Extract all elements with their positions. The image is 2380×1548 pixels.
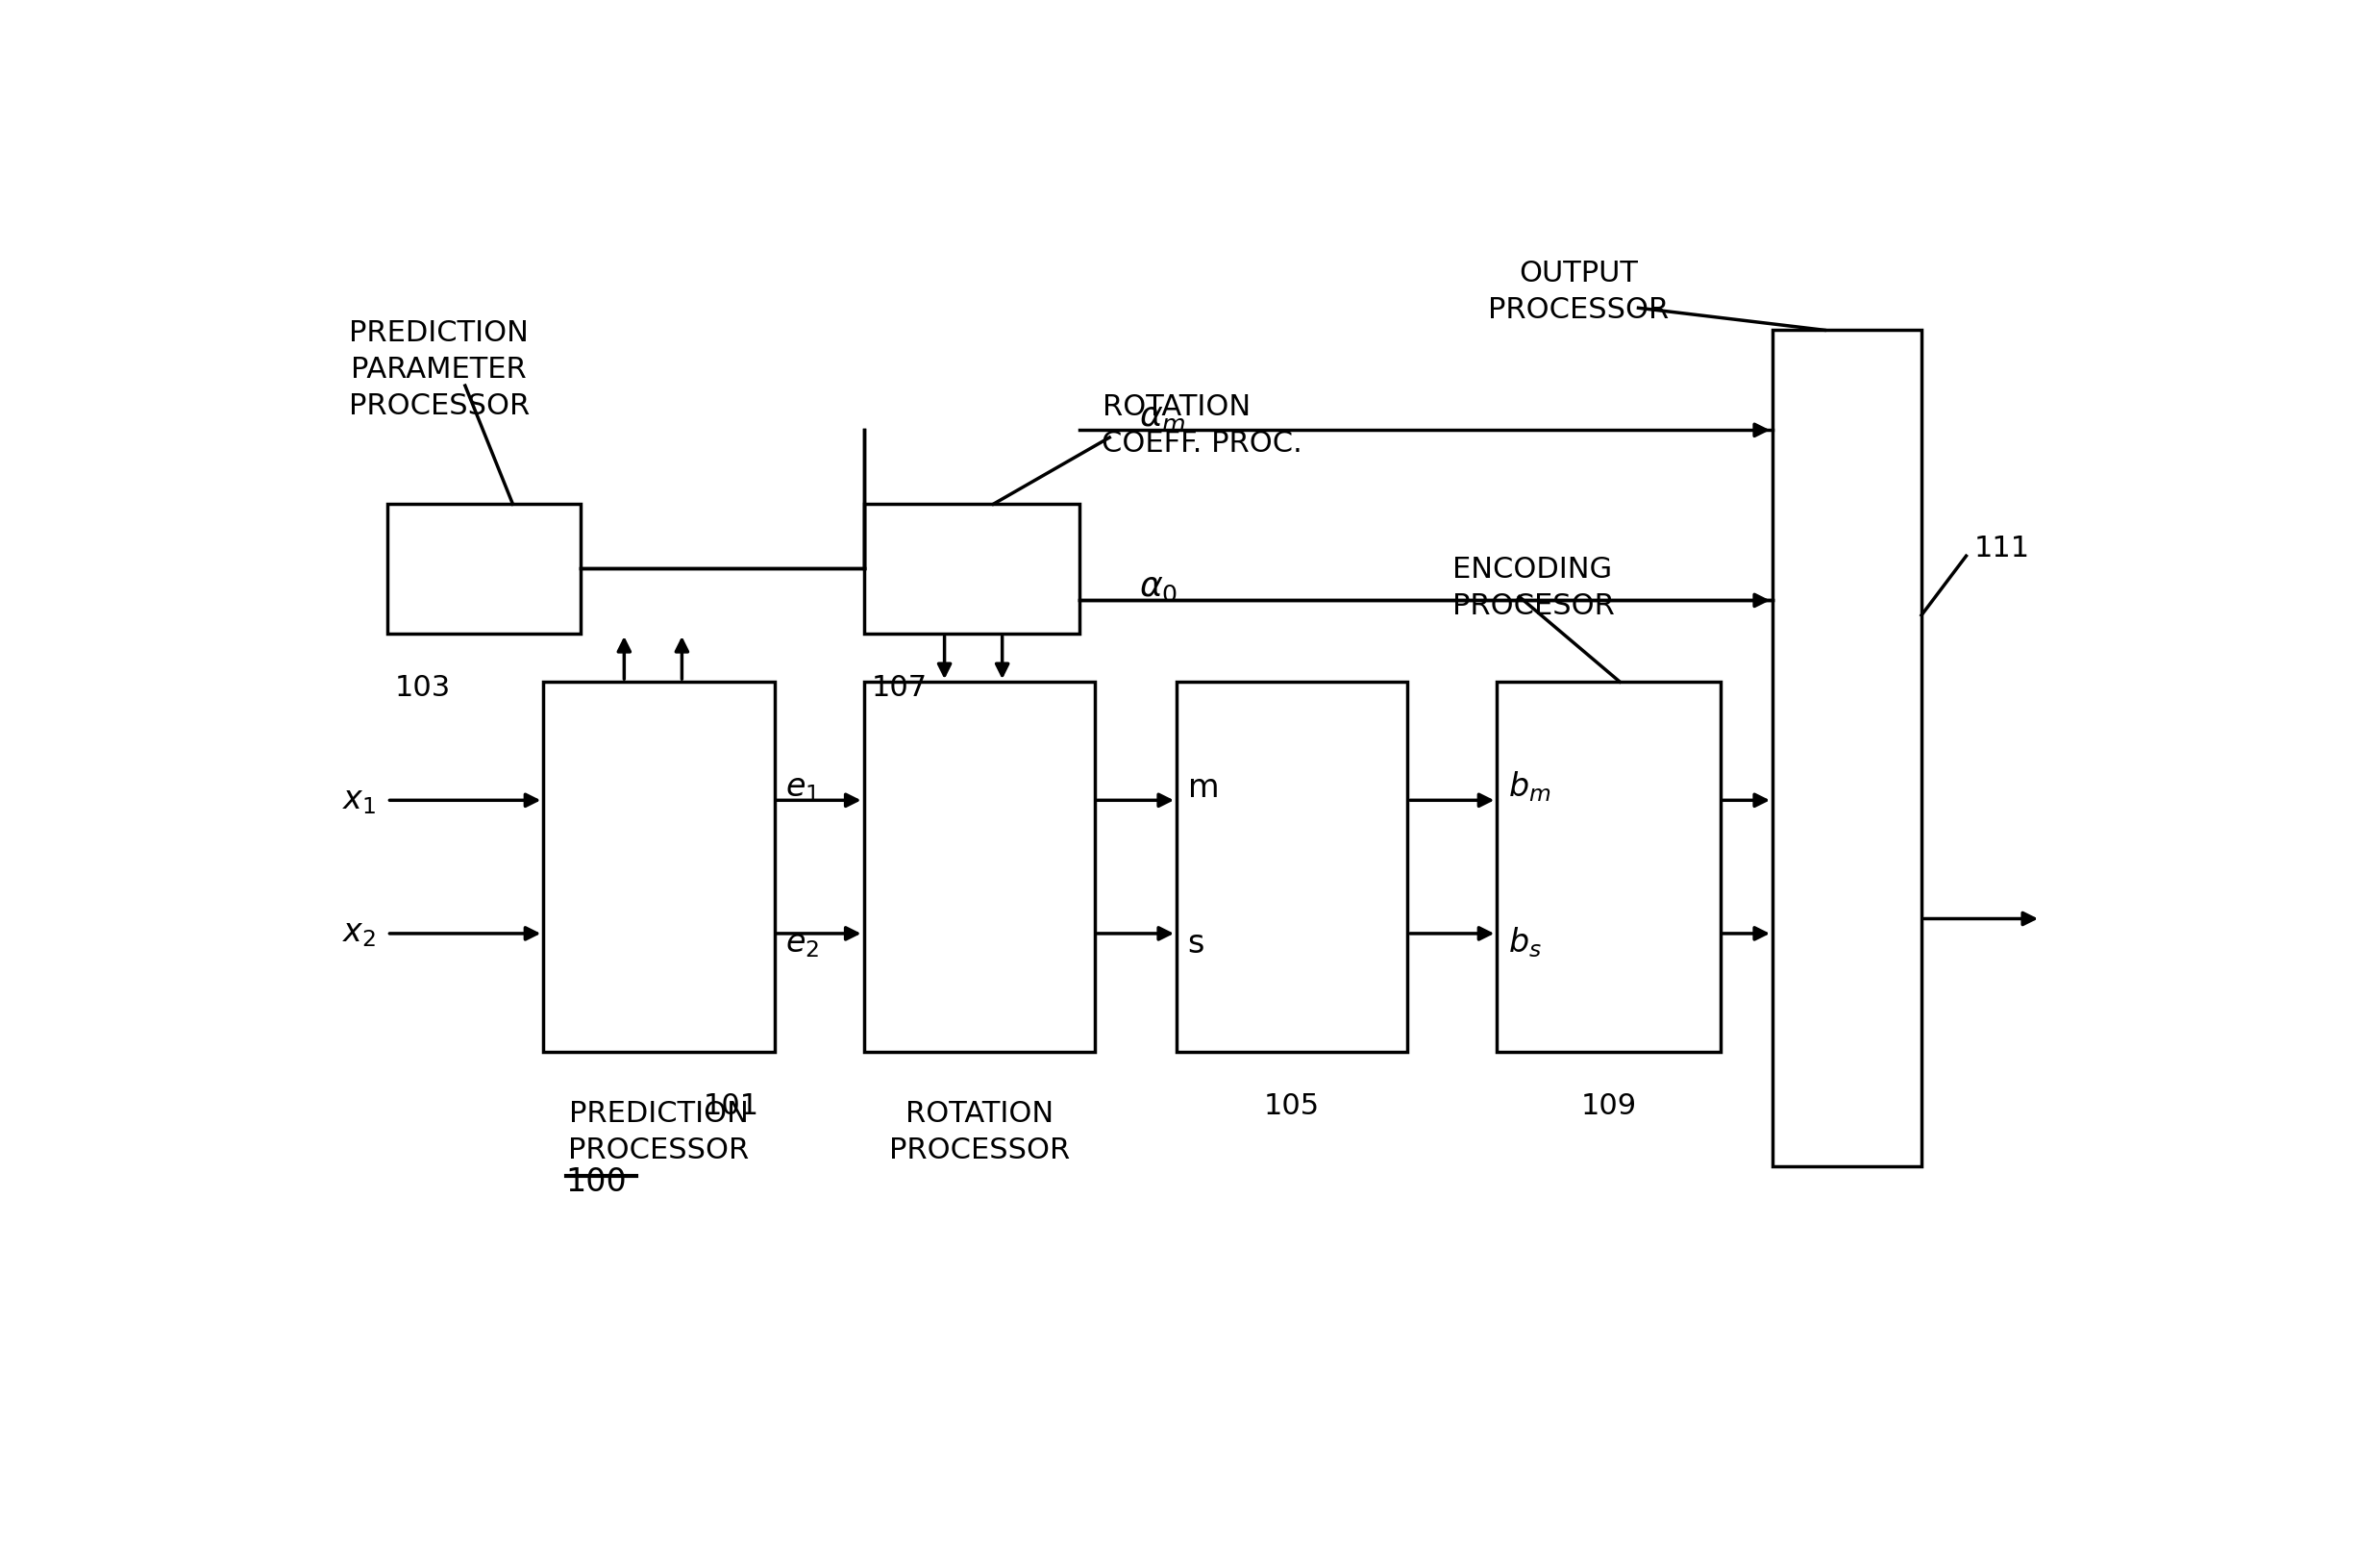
Text: 105: 105	[1264, 1093, 1321, 1121]
Text: 111: 111	[1973, 534, 2030, 562]
Bar	[864, 505, 1081, 633]
Text: $e_1$: $e_1$	[785, 772, 819, 803]
Text: $e_2$: $e_2$	[785, 927, 819, 960]
Text: 109: 109	[1580, 1093, 1637, 1121]
Text: $x_1$: $x_1$	[343, 785, 376, 816]
Text: 107: 107	[871, 675, 926, 703]
Text: ENCODING
PROCESOR: ENCODING PROCESOR	[1452, 556, 1614, 621]
Text: OUTPUT
PROCESSOR: OUTPUT PROCESSOR	[1488, 260, 1668, 325]
Text: $\alpha_m$: $\alpha_m$	[1140, 401, 1185, 433]
Text: 100: 100	[566, 1167, 626, 1198]
Bar	[1773, 330, 1921, 1167]
Text: $x_2$: $x_2$	[343, 918, 376, 949]
Text: $b_s$: $b_s$	[1509, 926, 1542, 960]
Bar	[1176, 681, 1407, 1053]
Text: PREDICTION
PROCESSOR: PREDICTION PROCESSOR	[569, 1101, 750, 1164]
Text: PREDICTION
PARAMETER
PROCESSOR: PREDICTION PARAMETER PROCESSOR	[347, 319, 528, 421]
Bar	[1497, 681, 1721, 1053]
Text: s: s	[1188, 927, 1204, 960]
Bar	[388, 505, 581, 633]
Text: $\alpha_0$: $\alpha_0$	[1140, 571, 1178, 604]
Bar	[543, 681, 774, 1053]
Text: $b_m$: $b_m$	[1509, 769, 1552, 803]
Text: ROTATION
COEFF. PROC.: ROTATION COEFF. PROC.	[1102, 393, 1302, 458]
Text: 101: 101	[704, 1093, 759, 1121]
Bar	[864, 681, 1095, 1053]
Text: m: m	[1188, 772, 1219, 803]
Text: ROTATION
PROCESSOR: ROTATION PROCESSOR	[888, 1101, 1069, 1164]
Text: 103: 103	[395, 675, 450, 703]
